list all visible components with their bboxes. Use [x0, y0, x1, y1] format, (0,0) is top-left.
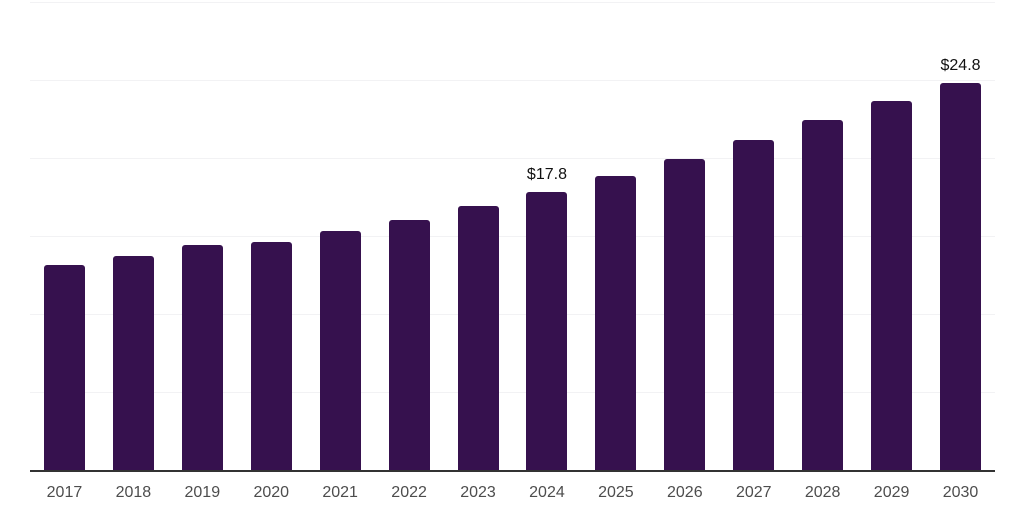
gridline-5 — [30, 391, 995, 393]
x-tick-label-2018: 2018 — [115, 484, 152, 501]
bar-value-label-2024: $17.8 — [526, 166, 567, 184]
gridline-25 — [30, 79, 995, 81]
x-tick-label-2027: 2027 — [735, 484, 772, 501]
x-tick-label-2019: 2019 — [184, 484, 221, 501]
bar-2018 — [112, 256, 154, 470]
x-tick-label-2024: 2024 — [529, 484, 565, 501]
bar-2017 — [43, 265, 85, 470]
gridline-10 — [30, 313, 995, 315]
x-tick-label-2021: 2021 — [322, 484, 358, 501]
bar-2023 — [457, 206, 499, 470]
bar-2028 — [802, 120, 844, 470]
bar-2020 — [250, 241, 292, 470]
x-axis-line — [30, 469, 995, 472]
bar-2026 — [664, 159, 706, 470]
bar-2019 — [181, 245, 223, 470]
x-tick-label-2023: 2023 — [460, 484, 496, 501]
x-tick-label-2029: 2029 — [873, 484, 910, 501]
x-tick-label-2025: 2025 — [598, 484, 634, 501]
bar-2022 — [388, 220, 430, 470]
bar-2029 — [871, 101, 913, 470]
gridline-20 — [30, 157, 995, 159]
x-tick-label-2020: 2020 — [253, 484, 290, 501]
bar-2030 — [940, 82, 982, 470]
bar-2021 — [319, 231, 361, 470]
gridline-15 — [30, 235, 995, 237]
x-tick-label-2028: 2028 — [804, 484, 841, 501]
bar-value-label-2030: $24.8 — [940, 56, 981, 74]
bar-2025 — [595, 176, 637, 470]
x-tick-label-2026: 2026 — [667, 484, 703, 501]
bar-2027 — [733, 140, 775, 470]
x-tick-label-2030: 2030 — [942, 484, 979, 501]
bar-2024 — [526, 192, 568, 470]
x-tick-label-2022: 2022 — [391, 484, 427, 501]
gridline-30 — [30, 1, 995, 3]
x-tick-label-2017: 2017 — [46, 484, 83, 501]
